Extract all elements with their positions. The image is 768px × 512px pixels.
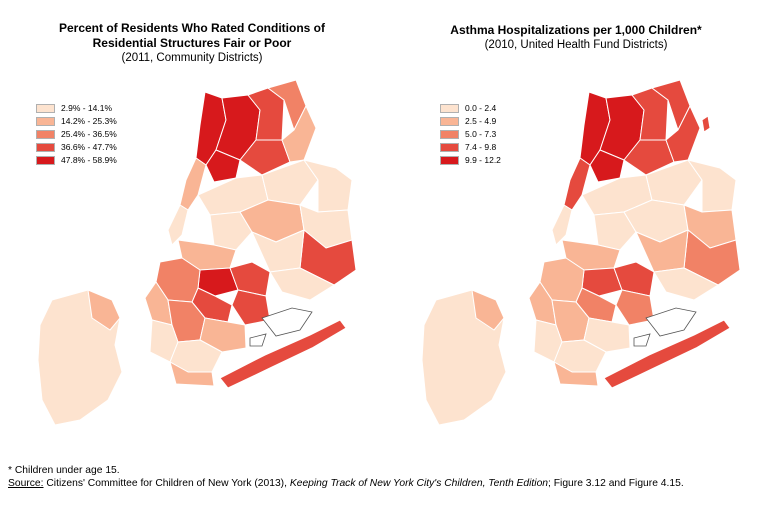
legend-item: 2.9% - 14.1% [36, 103, 117, 114]
brooklyn-coney-island [553, 361, 599, 387]
brooklyn-coney-island [169, 361, 215, 387]
legend-item: 25.4% - 36.5% [36, 129, 117, 140]
legend-swatch [440, 130, 459, 139]
source-text: Citizens' Committee for Children of New … [43, 478, 290, 489]
right-choropleth-map [421, 79, 741, 426]
legend-item: 9.9 - 12.2 [440, 155, 501, 166]
legend-swatch [36, 117, 55, 126]
jamaica-bay-islands [645, 307, 697, 337]
right-map-title: Asthma Hospitalizations per 1,000 Childr… [450, 23, 702, 37]
rockaway-peninsula [219, 319, 347, 389]
bronx-south [205, 149, 241, 183]
bronx-east [239, 139, 291, 176]
queens-south [653, 267, 719, 301]
left-map-title-line2: Residential Structures Fair or Poor [92, 36, 292, 50]
staten-island-north-district [471, 289, 505, 331]
source-tail: ; Figure 3.12 and Figure 4.15. [548, 478, 684, 489]
right-map-legend: 0.0 - 2.4 2.5 - 4.9 5.0 - 7.3 7.4 - 9.8 … [440, 103, 501, 168]
legend-label: 7.4 - 9.8 [465, 142, 497, 152]
legend-label: 0.0 - 2.4 [465, 103, 497, 113]
queens-west-central [209, 211, 253, 251]
source-citation: Source: Citizens' Committee for Children… [8, 477, 684, 490]
legend-item: 5.0 - 7.3 [440, 129, 501, 140]
legend-label: 5.0 - 7.3 [465, 129, 497, 139]
rockaway-peninsula [603, 319, 731, 389]
left-map-title-line1: Percent of Residents Who Rated Condition… [58, 21, 325, 35]
legend-swatch [36, 104, 55, 113]
legend-swatch [36, 130, 55, 139]
brooklyn-bushwick [613, 261, 655, 297]
staten-island-north-district [87, 289, 121, 331]
bronx-city-island [701, 115, 711, 133]
legend-label: 47.8% - 58.9% [61, 155, 117, 165]
legend-label: 9.9 - 12.2 [465, 155, 501, 165]
legend-item: 36.6% - 47.7% [36, 142, 117, 153]
legend-item: 14.2% - 25.3% [36, 116, 117, 127]
footnote: * Children under age 15. [8, 465, 120, 476]
legend-label: 36.6% - 47.7% [61, 142, 117, 152]
legend-label: 2.9% - 14.1% [61, 103, 113, 113]
source-label: Source: [8, 478, 44, 489]
right-map-subtitle: (2010, United Health Fund Districts) [484, 39, 668, 51]
legend-swatch [440, 143, 459, 152]
legend-swatch [440, 117, 459, 126]
legend-swatch [36, 156, 55, 165]
queens-south-central [635, 229, 689, 273]
brooklyn-east-new-york [615, 289, 655, 326]
source-title: Keeping Track of New York City's Childre… [289, 478, 549, 489]
brooklyn-bushwick [229, 261, 271, 297]
bronx-east [623, 139, 675, 176]
legend-item: 2.5 - 4.9 [440, 116, 501, 127]
queens-south-central [251, 229, 305, 273]
legend-swatch [440, 156, 459, 165]
queens-south [269, 267, 335, 301]
manhattan-lower [551, 204, 573, 246]
queens-north [645, 159, 703, 206]
legend-item: 7.4 - 9.8 [440, 142, 501, 153]
left-map-legend: 2.9% - 14.1% 14.2% - 25.3% 25.4% - 36.5%… [36, 103, 117, 168]
jamaica-bay-island-small [633, 333, 651, 347]
queens-west-central [593, 211, 637, 251]
legend-swatch [440, 104, 459, 113]
legend-label: 25.4% - 36.5% [61, 129, 117, 139]
bronx-south [589, 149, 625, 183]
legend-item: 0.0 - 2.4 [440, 103, 501, 114]
right-map-panel: Asthma Hospitalizations per 1,000 Childr… [384, 0, 768, 440]
brooklyn-east-new-york [231, 289, 271, 326]
jamaica-bay-islands [261, 307, 313, 337]
manhattan-lower [167, 204, 189, 246]
legend-item: 47.8% - 58.9% [36, 155, 117, 166]
left-map-panel: Percent of Residents Who Rated Condition… [0, 0, 384, 440]
legend-label: 14.2% - 25.3% [61, 116, 117, 126]
queens-north [261, 159, 319, 206]
left-map-subtitle: (2011, Community Districts) [121, 52, 263, 64]
legend-swatch [36, 143, 55, 152]
jamaica-bay-island-small [249, 333, 267, 347]
left-choropleth-map [37, 79, 357, 426]
legend-label: 2.5 - 4.9 [465, 116, 497, 126]
